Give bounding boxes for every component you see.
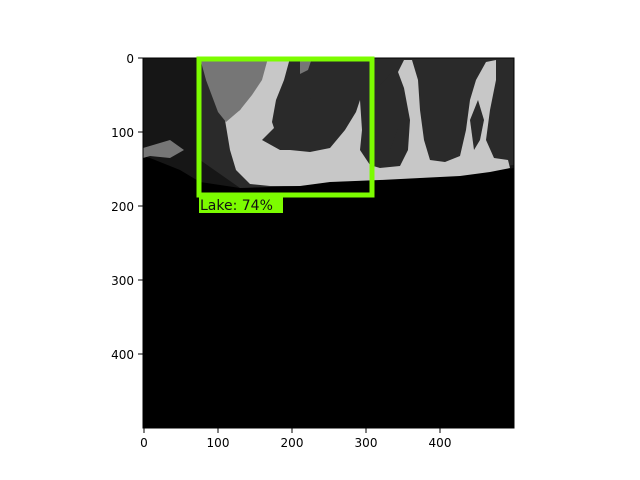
segmentation-image bbox=[143, 58, 514, 428]
detection-label: Lake: 74% bbox=[200, 198, 273, 214]
y-axis: 0 100 200 300 400 bbox=[111, 52, 143, 362]
x-tick-label: 0 bbox=[140, 436, 148, 450]
x-tick-label: 100 bbox=[207, 436, 230, 450]
y-tick-label: 0 bbox=[126, 52, 134, 66]
x-axis: 0 100 200 300 400 bbox=[140, 428, 451, 450]
y-tick-label: 400 bbox=[111, 348, 134, 362]
y-tick-label: 300 bbox=[111, 274, 134, 288]
detection-label-bg bbox=[199, 196, 283, 213]
x-tick-label: 300 bbox=[355, 436, 378, 450]
y-tick-label: 200 bbox=[111, 200, 134, 214]
detection-box bbox=[196, 56, 375, 198]
y-tick-label: 100 bbox=[111, 126, 134, 140]
x-tick-label: 400 bbox=[429, 436, 452, 450]
x-tick-label: 200 bbox=[281, 436, 304, 450]
